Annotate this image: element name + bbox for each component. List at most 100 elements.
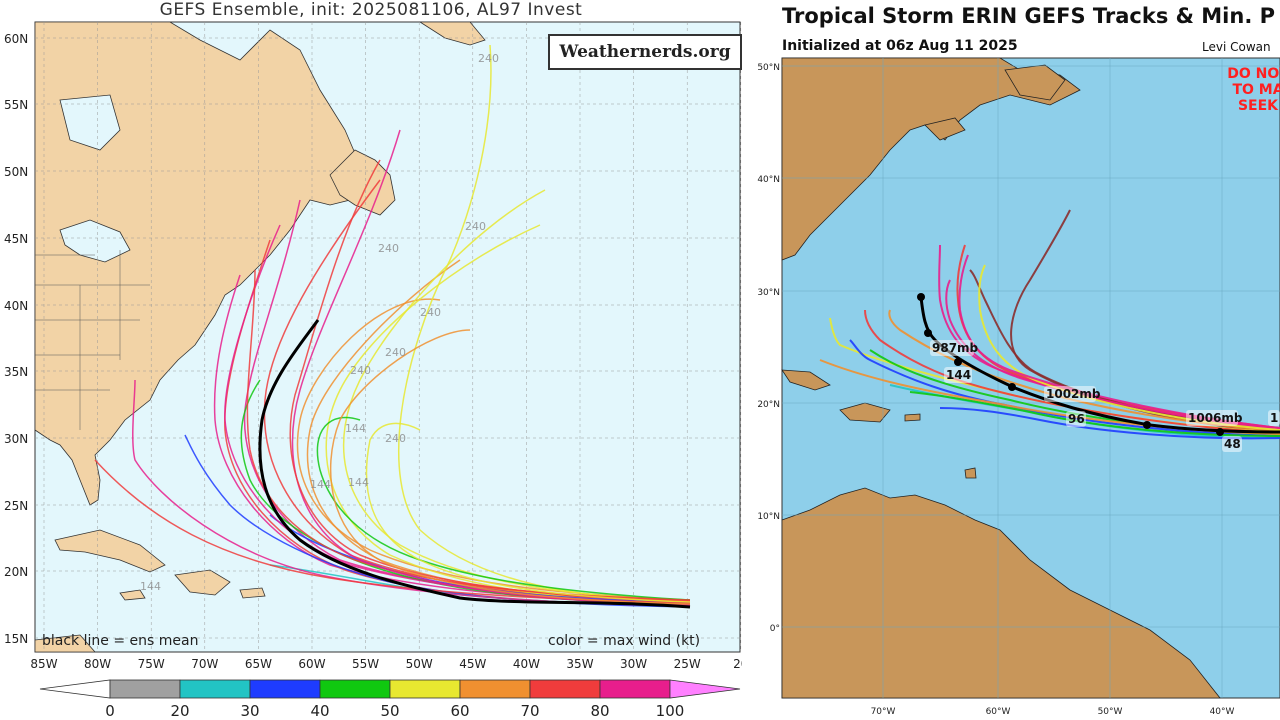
left-lat-label: 40N	[4, 299, 28, 313]
left-lon-label: 45W	[459, 657, 486, 671]
right-longitude-labels: 70°W 60°W 50°W 40°W	[871, 707, 1235, 717]
left-ensemble-mean-track	[258, 319, 691, 609]
left-ensemble-tracks	[94, 44, 691, 608]
left-lat-label: 25N	[4, 499, 28, 513]
right-lon-label: 50°W	[1098, 707, 1123, 717]
great-lakes	[59, 219, 131, 263]
left-lon-label: 65W	[245, 657, 272, 671]
left-lon-label: 25W	[674, 657, 701, 671]
right-trinidad-land	[964, 467, 977, 479]
right-lon-label: 40°W	[1210, 707, 1235, 717]
colorbar-label: 50	[380, 702, 399, 720]
left-lat-label: 45N	[4, 232, 28, 246]
right-nova-scotia-land	[924, 117, 966, 141]
right-lat-label: 30°N	[757, 288, 780, 298]
left-hour-label: 240	[385, 432, 406, 445]
jamaica-land	[119, 589, 146, 601]
wind-colorbar	[39, 679, 741, 699]
greenland-tip-land	[418, 21, 486, 46]
right-latitude-labels: 50°N 40°N 30°N 20°N 10°N 0°	[757, 63, 780, 634]
left-lon-label: 40W	[513, 657, 540, 671]
left-hour-label: 240	[465, 220, 486, 233]
colorbar-label: 100	[656, 702, 685, 720]
right-pressure-label: 1002mb	[1046, 387, 1101, 401]
right-lon-label: 70°W	[871, 707, 896, 717]
right-hour-label: 144	[946, 368, 971, 382]
left-legend-color: color = max wind (kt)	[548, 633, 700, 649]
left-hour-label: 240	[378, 242, 399, 255]
left-lon-label: 50W	[406, 657, 433, 671]
left-hour-label: 144	[140, 580, 161, 593]
right-pressure-labels: 987mb 1002mb 1006mb 1	[930, 340, 1280, 426]
left-lon-label: 85W	[30, 657, 57, 671]
colorbar-label: 30	[240, 702, 259, 720]
colorbar-label: 60	[450, 702, 469, 720]
puerto-rico-land	[239, 587, 266, 599]
right-map-panel: Tropical Storm ERIN GEFS Tracks & Min. P…	[750, 0, 1280, 720]
colorbar-label: 20	[170, 702, 189, 720]
left-longitude-labels: 85W 80W 75W 70W 65W 60W 55W 50W 45W 40W 35W 30W 25W 2…	[30, 657, 742, 671]
colorbar-label: 0	[105, 702, 115, 720]
left-lat-label: 15N	[4, 632, 28, 646]
panel-divider	[742, 0, 750, 720]
left-hour-label: 240	[350, 364, 371, 377]
left-map-panel: GEFS Ensemble, init: 2025081106, AL97 In…	[4, 0, 742, 720]
left-lat-label: 30N	[4, 432, 28, 446]
right-lat-label: 50°N	[757, 63, 780, 73]
south-america-corner-land	[34, 634, 96, 653]
north-america-land	[34, 21, 361, 506]
right-pressure-label: 987mb	[932, 341, 979, 355]
weathernerds-watermark: Weathernerds.org	[548, 34, 742, 70]
left-hour-label: 144	[310, 478, 331, 491]
cuba-land	[54, 529, 166, 573]
right-hispaniola-land	[839, 402, 891, 423]
left-forecast-hour-labels: 240 240 240 240 240 240 240 144 144 144 144	[140, 52, 499, 593]
left-lat-label: 20N	[4, 565, 28, 579]
left-lat-label: 55N	[4, 98, 28, 112]
left-lon-label: 70W	[191, 657, 218, 671]
left-hour-label: 240	[420, 306, 441, 319]
warning-line-2: TO MA	[1232, 82, 1280, 98]
right-pressure-label: 1006mb	[1188, 411, 1243, 425]
right-cuba-land	[781, 369, 831, 391]
do-not-warning: DO NOT TO MA SEEK	[1218, 66, 1280, 114]
left-lon-label: 80W	[84, 657, 111, 671]
right-map-subtitle: Initialized at 06z Aug 11 2025	[782, 38, 1018, 54]
left-map-title: GEFS Ensemble, init: 2025081106, AL97 In…	[159, 0, 583, 20]
right-lat-label: 20°N	[757, 400, 780, 410]
right-south-america-land	[781, 487, 1221, 699]
right-lat-label: 40°N	[757, 175, 780, 185]
left-lat-label: 60N	[4, 32, 28, 46]
right-lat-label: 10°N	[757, 512, 780, 522]
wind-colorbar-labels: 0 20 30 40 50 60 70 80 100	[105, 702, 684, 720]
right-mean-track-points	[917, 293, 1224, 436]
colorbar-label: 40	[310, 702, 329, 720]
left-lon-label: 60W	[298, 657, 325, 671]
left-lat-label: 50N	[4, 165, 28, 179]
left-latitude-labels: 60N 55N 50N 45N 40N 35N 30N 25N 20N 15N	[4, 32, 28, 646]
warning-line-3: SEEK	[1237, 98, 1279, 114]
right-puerto-rico-land	[904, 413, 921, 422]
colorbar-label: 70	[520, 702, 539, 720]
right-map-title: Tropical Storm ERIN GEFS Tracks & Min. P	[782, 4, 1275, 28]
hudson-bay	[59, 94, 121, 151]
left-lon-label: 20	[733, 657, 742, 671]
left-hour-label: 144	[348, 476, 369, 489]
right-pressure-label: 1	[1270, 411, 1278, 425]
warning-line-1: DO NOT	[1227, 66, 1280, 82]
newfoundland-land	[329, 149, 396, 216]
left-lon-label: 75W	[138, 657, 165, 671]
left-hour-label: 240	[385, 346, 406, 359]
left-lon-label: 55W	[352, 657, 379, 671]
left-map-svg: 60N 55N 50N 45N 40N 35N 30N 25N 20N 15N 85W 80W 75W…	[4, 21, 742, 720]
right-hour-label: 48	[1224, 437, 1241, 451]
left-lon-label: 35W	[566, 657, 593, 671]
left-hour-label: 144	[345, 422, 366, 435]
right-lat-label: 0°	[770, 624, 780, 634]
right-ensemble-mean-track	[919, 296, 1280, 434]
left-lon-label: 30W	[620, 657, 647, 671]
left-hour-label: 240	[478, 52, 499, 65]
left-legend-mean: black line = ens mean	[42, 633, 198, 649]
right-lon-label: 60°W	[986, 707, 1011, 717]
right-gridlines	[782, 58, 1280, 698]
